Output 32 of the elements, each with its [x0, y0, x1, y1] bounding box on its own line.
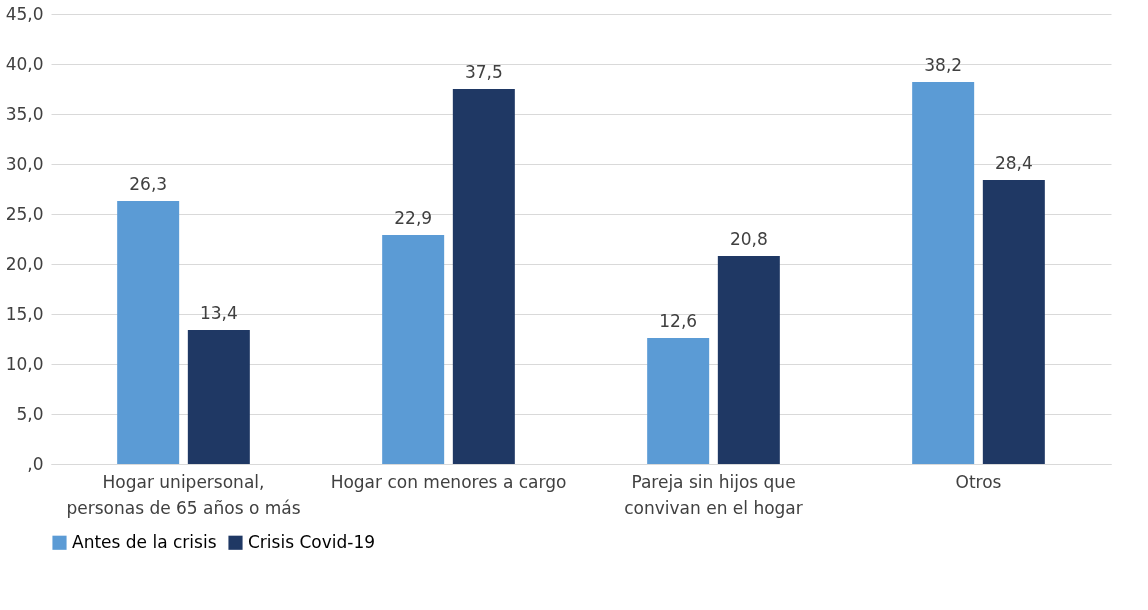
- data-label: 28,4: [994, 153, 1033, 173]
- x-tick-label: Hogar unipersonal, personas de 65 años o más: [66, 471, 301, 518]
- data-label: 38,2: [924, 55, 963, 75]
- y-tick-label: 10,0: [5, 353, 44, 374]
- bar: [647, 338, 710, 464]
- bar: [717, 256, 780, 464]
- bar: [117, 201, 180, 464]
- legend-label: Crisis Covid-19: [248, 531, 376, 552]
- y-tick-label: 25,0: [5, 203, 44, 224]
- bar: [452, 89, 515, 464]
- data-label: 26,3: [129, 174, 168, 194]
- data-label: 22,9: [394, 208, 433, 228]
- bar: [382, 235, 445, 464]
- data-label: 37,5: [464, 62, 503, 82]
- y-tick-label: 15,0: [5, 303, 44, 324]
- y-tick-label: 30,0: [5, 153, 44, 174]
- y-tick-label: 45,0: [5, 3, 44, 24]
- x-tick-label: Pareja sin hijos que convivan en el hogar: [624, 471, 803, 518]
- bar: [982, 180, 1045, 464]
- x-tick-label: Hogar con menores a cargo: [330, 471, 567, 492]
- y-tick-label: ,0: [27, 453, 44, 474]
- data-label: 12,6: [659, 311, 698, 331]
- data-label: 20,8: [729, 229, 768, 249]
- y-tick-label: 5,0: [16, 403, 44, 424]
- y-tick-label: 40,0: [5, 53, 44, 74]
- legend-label: Antes de la crisis: [72, 531, 217, 552]
- bar: [912, 82, 975, 464]
- x-tick-label: Otros: [955, 471, 1002, 492]
- y-tick-label: 20,0: [5, 253, 44, 274]
- data-label: 13,4: [199, 303, 238, 323]
- y-tick-label: 35,0: [5, 103, 44, 124]
- bar: [187, 330, 250, 464]
